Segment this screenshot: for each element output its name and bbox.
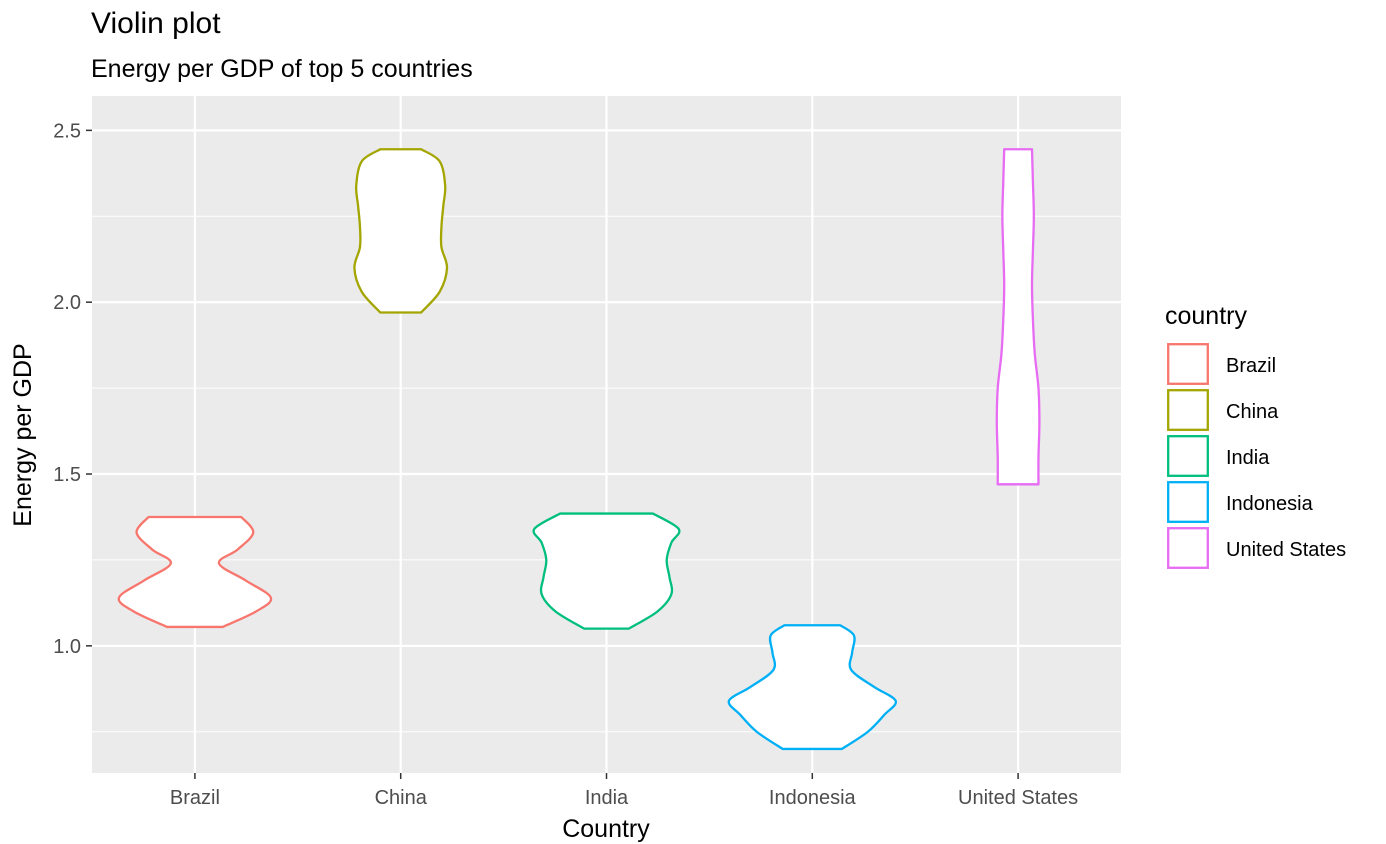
x-tick-label-united-states: United States xyxy=(958,787,1078,809)
x-tick-label-china: China xyxy=(375,787,428,809)
x-tick-label-indonesia: Indonesia xyxy=(769,787,857,809)
y-tick-label: 2.5 xyxy=(53,120,81,142)
legend-key-indonesia xyxy=(1167,481,1209,523)
y-axis-title: Energy per GDP xyxy=(9,343,37,526)
legend-key-brazil xyxy=(1167,343,1209,385)
legend-label-brazil: Brazil xyxy=(1226,355,1276,377)
legend-title: country xyxy=(1165,302,1247,330)
violin-indonesia xyxy=(727,624,897,751)
x-tick-label-brazil: Brazil xyxy=(170,787,220,809)
legend-key-united-states xyxy=(1167,527,1209,569)
y-tick-label: 2.0 xyxy=(53,292,81,314)
legend-label-india: India xyxy=(1226,447,1270,469)
y-axis: 1.0 1.5 2.0 2.5 xyxy=(53,120,92,658)
y-tick-label: 1.0 xyxy=(53,636,81,658)
x-axis: Brazil China India Indonesia United States xyxy=(170,773,1078,809)
chart-subtitle: Energy per GDP of top 5 countries xyxy=(91,55,473,83)
legend: country Brazil China India Indonesia United … xyxy=(1165,302,1346,569)
legend-key-india xyxy=(1167,435,1209,477)
legend-label-china: China xyxy=(1226,401,1279,423)
legend-label-united-states: United States xyxy=(1226,539,1346,561)
x-axis-title: Country xyxy=(562,815,650,843)
y-tick-label: 1.5 xyxy=(53,464,81,486)
legend-label-indonesia: Indonesia xyxy=(1226,493,1314,515)
violin-brazil xyxy=(117,515,273,629)
violin-china xyxy=(353,148,449,314)
violin-united-states xyxy=(995,148,1041,486)
chart-title: Violin plot xyxy=(91,7,221,40)
violins xyxy=(117,148,1041,751)
violin-india xyxy=(532,512,681,630)
legend-key-china xyxy=(1167,389,1209,431)
x-tick-label-india: India xyxy=(585,787,629,809)
major-gridlines xyxy=(92,96,1121,773)
